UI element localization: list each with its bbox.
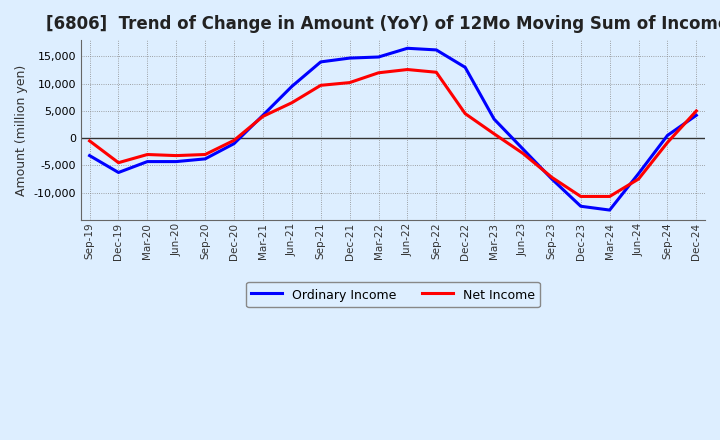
Ordinary Income [316,59,325,65]
Net Income [201,152,210,157]
Ordinary Income [114,170,123,175]
Y-axis label: Amount (million yen): Amount (million yen) [15,64,28,196]
Net Income [692,108,701,114]
Net Income [461,111,469,116]
Net Income [547,175,556,180]
Net Income [490,131,498,136]
Net Income [258,114,267,119]
Net Income [230,138,238,143]
Ordinary Income [461,65,469,70]
Title: [6806]  Trend of Change in Amount (YoY) of 12Mo Moving Sum of Incomes: [6806] Trend of Change in Amount (YoY) o… [46,15,720,33]
Ordinary Income [230,141,238,146]
Ordinary Income [346,55,354,61]
Ordinary Income [432,47,441,52]
Net Income [577,194,585,199]
Net Income [346,80,354,85]
Ordinary Income [403,46,412,51]
Net Income [143,152,152,157]
Net Income [287,100,296,106]
Legend: Ordinary Income, Net Income: Ordinary Income, Net Income [246,282,540,307]
Ordinary Income [287,84,296,89]
Line: Ordinary Income: Ordinary Income [89,48,696,210]
Ordinary Income [143,159,152,164]
Net Income [518,151,527,156]
Ordinary Income [547,176,556,182]
Ordinary Income [201,156,210,161]
Line: Net Income: Net Income [89,70,696,196]
Ordinary Income [663,133,672,138]
Net Income [85,138,94,143]
Net Income [316,83,325,88]
Net Income [432,70,441,75]
Ordinary Income [374,55,383,60]
Ordinary Income [490,117,498,122]
Net Income [606,194,614,199]
Net Income [172,153,181,158]
Net Income [374,70,383,75]
Ordinary Income [258,113,267,118]
Ordinary Income [692,113,701,118]
Ordinary Income [85,153,94,158]
Net Income [663,140,672,145]
Ordinary Income [606,207,614,213]
Ordinary Income [577,204,585,209]
Ordinary Income [518,147,527,152]
Net Income [114,160,123,165]
Net Income [403,67,412,72]
Ordinary Income [634,171,643,176]
Ordinary Income [172,159,181,164]
Net Income [634,176,643,182]
